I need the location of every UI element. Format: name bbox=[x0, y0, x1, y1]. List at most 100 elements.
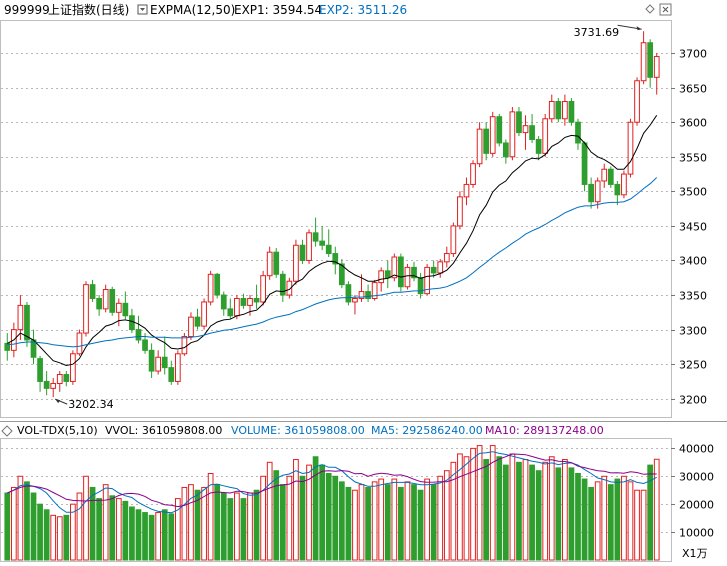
volume-bar[interactable] bbox=[155, 512, 162, 561]
candle[interactable] bbox=[319, 240, 326, 246]
volume-bar[interactable] bbox=[56, 516, 63, 561]
candle[interactable] bbox=[457, 196, 463, 227]
candle[interactable] bbox=[417, 277, 424, 295]
volume-bar[interactable] bbox=[234, 492, 240, 561]
candle[interactable] bbox=[634, 80, 640, 123]
volume-bar[interactable] bbox=[640, 489, 647, 561]
candle[interactable] bbox=[89, 284, 96, 299]
volume-bar[interactable] bbox=[509, 453, 516, 561]
volume-bar[interactable] bbox=[496, 456, 503, 561]
volume-bar[interactable] bbox=[476, 445, 483, 561]
candle[interactable] bbox=[601, 168, 608, 182]
candle[interactable] bbox=[594, 180, 601, 203]
volume-bar[interactable] bbox=[240, 498, 247, 561]
candle[interactable] bbox=[266, 251, 273, 277]
volume-bar[interactable] bbox=[135, 509, 142, 561]
volume-bar[interactable] bbox=[457, 453, 463, 561]
volume-bar[interactable] bbox=[273, 470, 280, 561]
volume-bar[interactable] bbox=[161, 509, 168, 561]
volume-bar[interactable] bbox=[279, 484, 286, 561]
candle[interactable] bbox=[496, 116, 503, 144]
candle[interactable] bbox=[529, 125, 535, 141]
candle[interactable] bbox=[627, 121, 634, 175]
volume-bar[interactable] bbox=[83, 475, 89, 561]
volume-bar[interactable] bbox=[201, 486, 207, 561]
candle[interactable] bbox=[194, 316, 201, 327]
volume-bar[interactable] bbox=[358, 484, 365, 561]
candle[interactable] bbox=[338, 263, 345, 286]
volume-bar[interactable] bbox=[502, 464, 509, 561]
volume-bar[interactable] bbox=[10, 486, 17, 561]
candle[interactable] bbox=[286, 280, 293, 296]
candle[interactable] bbox=[548, 100, 555, 120]
volume-bar[interactable] bbox=[24, 481, 30, 561]
candle[interactable] bbox=[299, 244, 306, 261]
volume-bar[interactable] bbox=[325, 472, 332, 561]
candle[interactable] bbox=[174, 353, 181, 382]
candlestick-series[interactable] bbox=[4, 31, 660, 398]
volume-bar[interactable] bbox=[522, 459, 529, 561]
candle[interactable] bbox=[424, 266, 430, 295]
volume-bar[interactable] bbox=[450, 461, 457, 561]
volume-bar[interactable] bbox=[627, 481, 634, 561]
candle[interactable] bbox=[129, 315, 135, 331]
volume-bar[interactable] bbox=[345, 486, 352, 561]
candle[interactable] bbox=[279, 273, 286, 296]
candle[interactable] bbox=[371, 282, 378, 299]
candle[interactable] bbox=[575, 121, 581, 144]
volume-bar[interactable] bbox=[391, 478, 398, 561]
volume-bar[interactable] bbox=[168, 513, 175, 561]
volume-bar[interactable] bbox=[489, 445, 496, 561]
volume-bar[interactable] bbox=[174, 498, 181, 561]
volume-bar[interactable] bbox=[220, 492, 227, 561]
volume-bar[interactable] bbox=[115, 498, 122, 561]
candle[interactable] bbox=[398, 256, 404, 288]
candle[interactable] bbox=[489, 116, 496, 154]
candle[interactable] bbox=[227, 308, 234, 317]
candle[interactable] bbox=[384, 270, 391, 279]
volume-bar[interactable] bbox=[96, 498, 102, 561]
candle[interactable] bbox=[647, 42, 654, 78]
volume-bar[interactable] bbox=[424, 478, 430, 561]
volume-indicator-name[interactable]: VOL-TDX(5,10) bbox=[17, 424, 98, 437]
volume-bar[interactable] bbox=[384, 484, 391, 561]
volume-bar[interactable] bbox=[601, 475, 608, 561]
volume-bar[interactable] bbox=[581, 478, 588, 561]
volume-bar[interactable] bbox=[594, 481, 601, 561]
candle[interactable] bbox=[411, 266, 417, 279]
candle[interactable] bbox=[273, 251, 280, 275]
indicator-dropdown-icon[interactable] bbox=[137, 4, 148, 15]
candle[interactable] bbox=[391, 256, 398, 279]
candle[interactable] bbox=[70, 353, 76, 382]
volume-bar[interactable] bbox=[30, 492, 37, 561]
candle[interactable] bbox=[332, 253, 339, 265]
volume-bar[interactable] bbox=[647, 464, 654, 561]
candle[interactable] bbox=[502, 142, 509, 158]
candle[interactable] bbox=[581, 142, 588, 185]
candle[interactable] bbox=[122, 302, 129, 317]
volume-bar[interactable] bbox=[568, 467, 575, 561]
volume-bar[interactable] bbox=[535, 470, 542, 561]
candle[interactable] bbox=[588, 183, 594, 203]
candle[interactable] bbox=[555, 100, 562, 120]
volume-bar[interactable] bbox=[286, 475, 293, 561]
volume-bar[interactable] bbox=[102, 484, 109, 561]
candle[interactable] bbox=[562, 100, 568, 120]
candle[interactable] bbox=[378, 270, 385, 284]
candle[interactable] bbox=[168, 367, 175, 382]
candle[interactable] bbox=[50, 383, 57, 389]
volume-bar[interactable] bbox=[463, 456, 470, 561]
volume-bar[interactable] bbox=[299, 475, 306, 561]
candle[interactable] bbox=[214, 273, 221, 296]
candle[interactable] bbox=[148, 349, 155, 372]
volume-bar[interactable] bbox=[371, 481, 378, 561]
candle[interactable] bbox=[653, 56, 660, 78]
volume-bar[interactable] bbox=[319, 464, 326, 561]
candle[interactable] bbox=[430, 266, 437, 274]
volume-bar[interactable] bbox=[43, 509, 50, 561]
volume-bar[interactable] bbox=[207, 472, 214, 561]
candle[interactable] bbox=[312, 232, 319, 242]
candle[interactable] bbox=[201, 301, 207, 327]
volume-bar[interactable] bbox=[621, 475, 627, 561]
candle[interactable] bbox=[443, 253, 450, 263]
